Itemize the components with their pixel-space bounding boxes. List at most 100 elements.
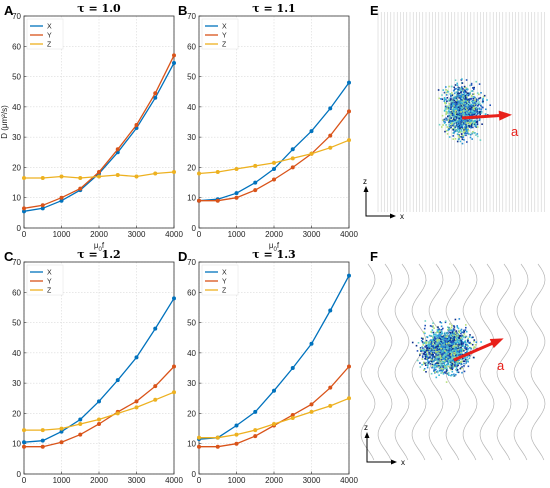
particle bbox=[473, 346, 475, 348]
particle bbox=[460, 114, 463, 117]
particle bbox=[434, 362, 437, 365]
particle bbox=[454, 362, 457, 364]
x-tick-label: 2000 bbox=[90, 476, 108, 485]
particle bbox=[468, 133, 470, 136]
particle bbox=[475, 80, 477, 83]
particle bbox=[471, 103, 473, 106]
particle bbox=[427, 364, 429, 367]
particle bbox=[455, 351, 458, 354]
particle bbox=[443, 357, 446, 360]
particle bbox=[421, 345, 423, 348]
particle bbox=[459, 339, 461, 342]
particle bbox=[439, 370, 441, 372]
particle bbox=[441, 339, 444, 342]
particle bbox=[467, 120, 470, 122]
particle bbox=[443, 91, 446, 94]
particle bbox=[459, 367, 462, 370]
particle bbox=[443, 360, 446, 362]
particle bbox=[443, 120, 445, 123]
particle bbox=[432, 356, 434, 358]
particle bbox=[463, 112, 465, 114]
data-point-y bbox=[328, 385, 333, 390]
particle bbox=[476, 135, 479, 138]
particle bbox=[464, 120, 467, 123]
particle bbox=[466, 130, 468, 132]
particle bbox=[471, 124, 473, 126]
particle bbox=[455, 337, 458, 340]
particle bbox=[456, 325, 458, 327]
particle bbox=[459, 119, 461, 121]
particle bbox=[455, 106, 457, 108]
x-axis-label: μ0f bbox=[94, 241, 105, 253]
particle bbox=[466, 360, 468, 363]
particle bbox=[450, 112, 452, 115]
particle bbox=[470, 90, 473, 92]
particle bbox=[447, 129, 449, 131]
particle bbox=[459, 362, 462, 364]
particle bbox=[429, 350, 431, 352]
particle bbox=[458, 344, 461, 346]
chart-B: 0 1000 2000 3000 4000 0 10 20 30 40 50 60 70 μ0f τ = 1… bbox=[178, 2, 358, 253]
particle bbox=[424, 345, 426, 348]
particle bbox=[459, 102, 461, 104]
particle bbox=[443, 364, 446, 366]
particle bbox=[431, 350, 433, 353]
particle bbox=[440, 331, 443, 333]
particle bbox=[448, 360, 450, 362]
data-point-x bbox=[22, 440, 26, 445]
particle bbox=[441, 126, 443, 128]
particle bbox=[443, 97, 446, 99]
particle bbox=[453, 130, 456, 133]
particle bbox=[454, 334, 456, 337]
particle bbox=[468, 102, 471, 104]
particle bbox=[465, 335, 468, 338]
particle bbox=[465, 129, 468, 131]
particle bbox=[425, 357, 427, 360]
particle bbox=[443, 342, 445, 345]
particle bbox=[451, 370, 454, 373]
particle bbox=[450, 95, 452, 97]
particle bbox=[455, 122, 458, 124]
particle bbox=[460, 367, 463, 370]
data-point-z bbox=[134, 405, 139, 410]
particle bbox=[455, 119, 458, 121]
series-line-x bbox=[198, 275, 350, 440]
particle bbox=[419, 366, 422, 368]
particle bbox=[428, 342, 430, 344]
particle bbox=[437, 334, 439, 336]
particle bbox=[465, 110, 468, 112]
particle bbox=[460, 129, 463, 131]
particle bbox=[466, 351, 469, 353]
particle bbox=[453, 349, 455, 352]
particle bbox=[452, 116, 454, 118]
particle bbox=[434, 335, 436, 338]
data-point-x bbox=[290, 147, 295, 152]
particle bbox=[472, 121, 474, 124]
particle bbox=[446, 126, 448, 128]
particle bbox=[456, 108, 459, 110]
particle bbox=[453, 334, 455, 337]
data-point-z bbox=[197, 171, 201, 176]
particle bbox=[461, 371, 463, 374]
particle bbox=[446, 89, 449, 92]
particle bbox=[454, 357, 456, 359]
particle bbox=[444, 337, 446, 340]
particle bbox=[444, 340, 447, 342]
particle bbox=[463, 85, 466, 88]
y-tick-label: 30 bbox=[187, 133, 196, 142]
particle bbox=[425, 339, 428, 342]
particle bbox=[447, 357, 449, 360]
particle bbox=[462, 118, 464, 121]
particle bbox=[474, 120, 477, 122]
data-point-z bbox=[172, 390, 176, 395]
particle bbox=[464, 128, 466, 130]
particle bbox=[475, 121, 478, 123]
particle bbox=[460, 343, 463, 346]
particle bbox=[457, 362, 459, 365]
particle bbox=[440, 372, 442, 374]
y-tick-label: 60 bbox=[12, 288, 21, 297]
y-tick-label: 30 bbox=[12, 133, 21, 142]
particle bbox=[458, 335, 461, 337]
particle bbox=[449, 368, 452, 371]
